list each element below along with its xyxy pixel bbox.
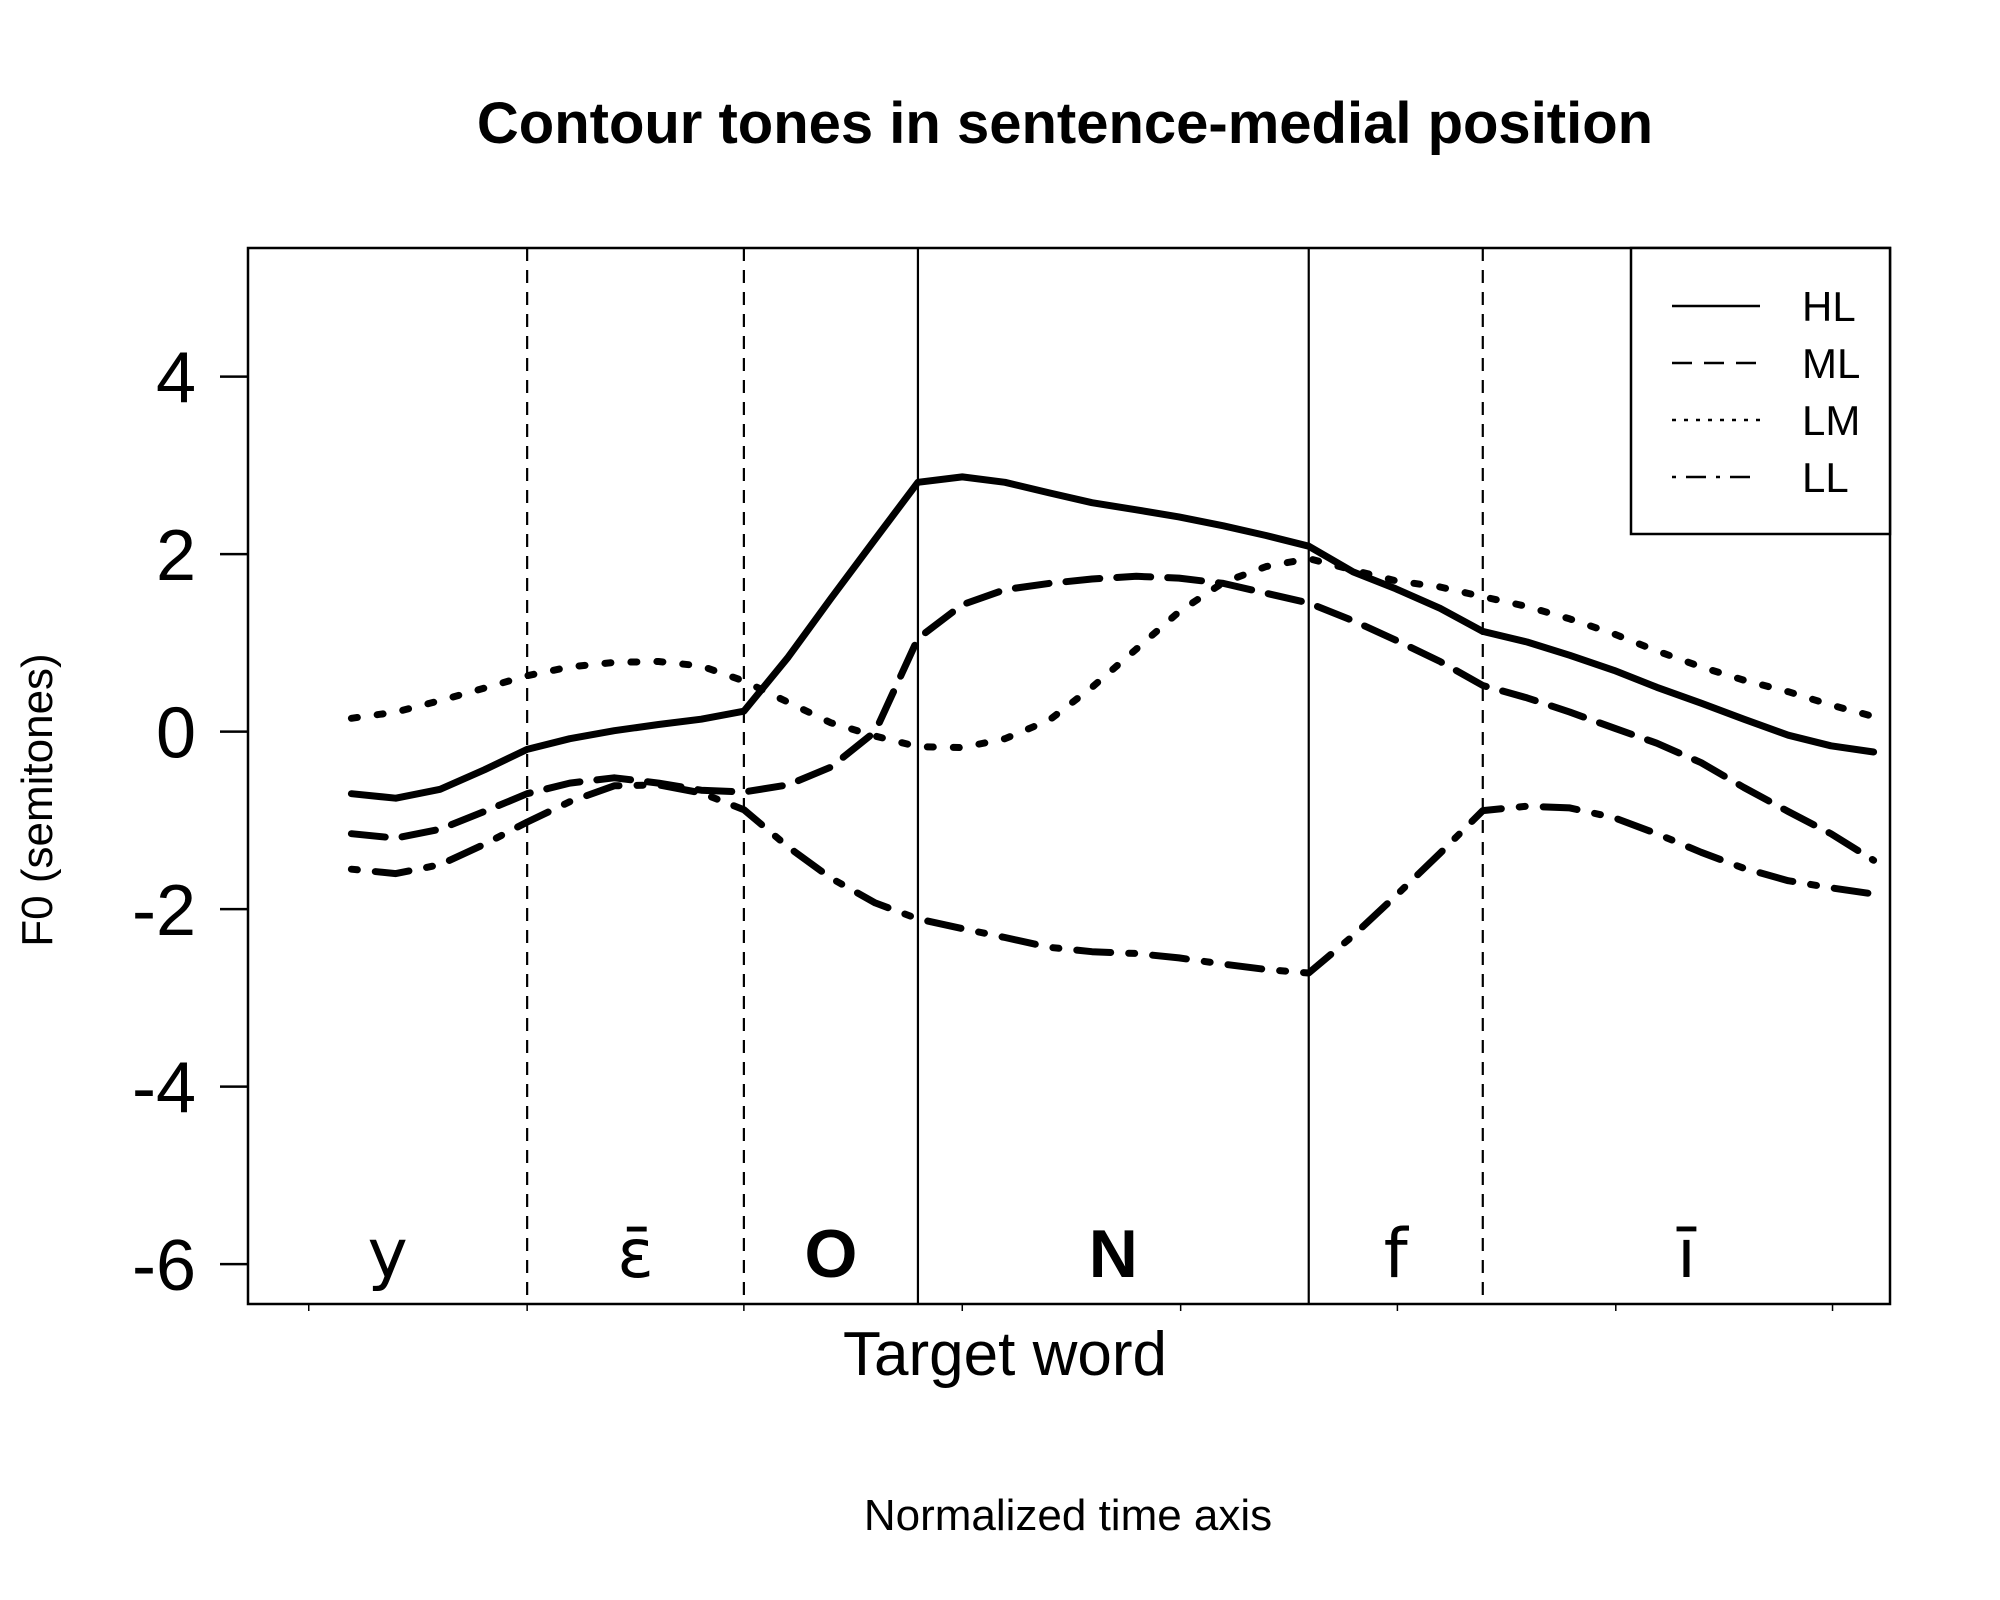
plot-frame [246,246,1892,1306]
segment-label: y [367,1215,407,1294]
legend-label-hl: HL [1802,283,1856,330]
x-axis-title: Target word [843,1320,1167,1389]
segment-label: N [1089,1216,1138,1292]
time-axis-note: Normalized time axis [864,1491,1272,1540]
legend-label-ll: LL [1802,454,1849,501]
series-line-ml [347,572,1878,864]
y-tick-label: -6 [132,1226,196,1306]
segment-label: O [804,1216,857,1292]
y-tick-label: 4 [156,339,196,419]
series-line-ll [347,781,1878,977]
y-tick-label: -4 [132,1049,196,1129]
legend-box [1629,246,1892,536]
series-line-lm [347,555,1878,752]
y-axis-title: F0 (semitones) [13,653,62,946]
y-tick-label: -2 [132,871,196,951]
segment-label: ɛ̄ [617,1215,654,1294]
legend-label-ml: ML [1802,340,1860,387]
y-tick-label: 0 [156,694,196,774]
segment-label: ī [1676,1215,1697,1294]
legend: HL ML LM LL [1629,246,1892,536]
legend-label-lm: LM [1802,397,1860,444]
chart-title: Contour tones in sentence-medial positio… [477,91,1653,156]
segment-label: f [1384,1215,1410,1294]
series-line-hl [347,473,1878,802]
y-tick-label: 2 [156,516,196,596]
